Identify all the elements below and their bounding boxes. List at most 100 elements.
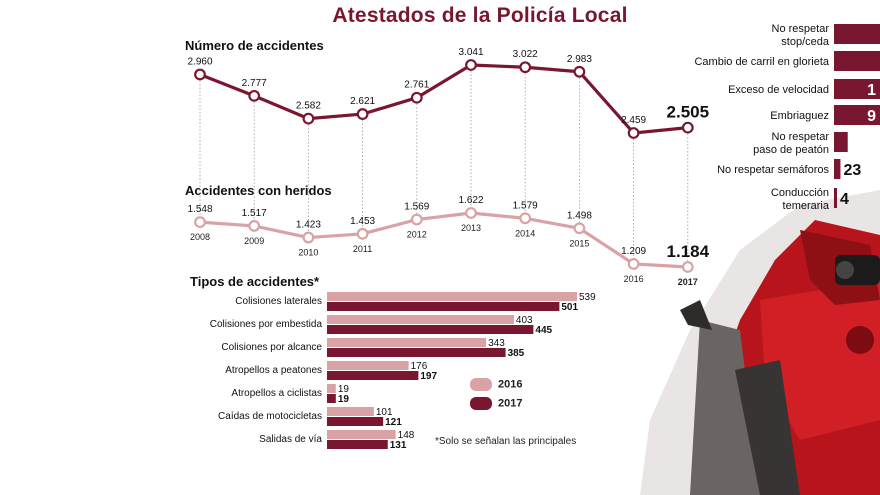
accidents-point-2016: [627, 127, 640, 139]
bar-value-2017-1: 445: [535, 325, 552, 336]
injuries-label-2015: 1.498: [567, 210, 592, 221]
cause-value-5: 23: [843, 162, 861, 179]
bar-category-6: Salidas de vía: [259, 434, 322, 445]
injuries-label-2011: 1.453: [350, 216, 375, 227]
legend-label-2017: 2017: [498, 397, 523, 410]
accidents-label-2012: 2.761: [404, 80, 429, 91]
injuries-point-2009: [248, 220, 261, 232]
bar-category-3: Atropellos a peatones: [225, 365, 322, 376]
cause-bar-5: [834, 159, 841, 179]
bar-2016-4: [327, 384, 336, 393]
injuries-point-2011: [356, 227, 369, 240]
legend-2017: 2017: [470, 397, 522, 410]
legend-2016: 2016: [470, 378, 522, 391]
bar-2016-5: [327, 407, 374, 416]
accidents-point-2015: [573, 65, 586, 78]
bar-value-2016-2: 343: [488, 338, 505, 349]
crashed-car-illustration: [640, 190, 880, 495]
bar-value-2016-5: 101: [376, 407, 393, 418]
injuries-point-2014: [519, 212, 532, 225]
bar-category-0: Colisiones laterales: [235, 296, 322, 307]
cause-label-1: Cambio de carril en glorieta: [694, 56, 829, 68]
accidents-label-2008: 2.960: [187, 56, 212, 67]
injuries-label-2008: 1.548: [187, 204, 212, 215]
year-tick-2009: 2009: [244, 236, 264, 246]
year-tick-2013: 2013: [461, 223, 481, 233]
bar-2017-3: [327, 371, 419, 380]
accidents-label-2016: 2.459: [621, 115, 646, 126]
injuries-series-line: [199, 211, 688, 269]
year-tick-2012: 2012: [407, 230, 427, 240]
types-chart-title: Tipos de accidentes*: [190, 274, 320, 289]
accidents-point-2011: [356, 108, 369, 120]
cause-label-line: No respetar: [772, 23, 830, 35]
injuries-label-2009: 1.517: [242, 208, 267, 219]
cause-label-5: No respetar semáforos: [717, 164, 829, 176]
bar-2017-2: [327, 348, 506, 357]
cause-label-line: No respetar semáforos: [717, 164, 829, 176]
injury-chart-title: Accidentes con heridos: [185, 183, 332, 198]
bar-2016-6: [327, 430, 396, 439]
cause-label-line: stop/ceda: [781, 36, 830, 48]
year-tick-2016: 2016: [624, 274, 644, 284]
accidents-point-2017: [681, 121, 694, 134]
bar-value-2017-5: 121: [385, 417, 402, 428]
accidents-series-line: [199, 63, 688, 135]
injuries-point-2012: [410, 213, 423, 226]
bar-value-2017-6: 131: [390, 440, 407, 451]
accidents-point-2008: [194, 68, 206, 81]
bar-value-2016-6: 148: [398, 430, 415, 441]
accidents-point-2010: [302, 112, 315, 125]
injuries-label-2013: 1.622: [458, 195, 483, 206]
injuries-label-2012: 1.569: [404, 202, 429, 213]
accidents-label-2017: 2.505: [667, 103, 710, 122]
bar-value-2017-2: 385: [508, 348, 525, 359]
year-tick-2017: 2017: [678, 277, 698, 287]
injuries-label-2016: 1.209: [621, 246, 646, 257]
year-tick-2014: 2014: [515, 228, 535, 238]
bar-2017-5: [327, 417, 384, 426]
cause-label-4: No respetar paso de peatón: [753, 131, 829, 156]
bar-value-2016-3: 176: [411, 361, 428, 372]
cause-label-line: Conducción: [771, 187, 829, 199]
cause-label-6: Conducción temeraria: [771, 187, 830, 212]
injuries-label-2017: 1.184: [667, 242, 710, 261]
cause-label-line: Embriaguez: [770, 110, 829, 122]
cause-label-2: Exceso de velocidad: [728, 84, 829, 96]
accidents-label-2010: 2.582: [296, 101, 321, 112]
accidents-chart-title: Número de accidentes: [185, 38, 324, 53]
accidents-point-2012: [410, 91, 423, 104]
accidents-point-2009: [248, 89, 261, 102]
cause-label-line: Exceso de velocidad: [728, 84, 829, 96]
cause-bar-4: [834, 132, 848, 152]
accidents-point-2013: [465, 59, 477, 71]
accidents-label-2014: 3.022: [513, 49, 538, 60]
bar-2016-1: [327, 315, 514, 324]
bar-category-1: Colisiones por embestida: [210, 319, 323, 330]
cause-value-3: 9: [867, 108, 876, 125]
accidents-label-2011: 2.621: [350, 96, 375, 107]
accidents-label-2013: 3.041: [458, 47, 483, 58]
cause-value-2: 1: [867, 82, 876, 99]
bar-2017-1: [327, 325, 534, 334]
injuries-point-2017: [681, 261, 694, 273]
bar-2017-4: [327, 394, 336, 403]
year-tick-2010: 2010: [298, 248, 318, 258]
footnote: *Solo se señalan las principales: [435, 436, 577, 447]
year-tick-2011: 2011: [353, 244, 372, 254]
legend-label-2016: 2016: [498, 378, 523, 391]
injuries-point-2008: [194, 216, 206, 229]
bar-value-2017-4: 19: [338, 394, 350, 405]
year-tick-2008: 2008: [190, 232, 210, 242]
bar-2017-6: [327, 440, 388, 449]
bar-value-2016-4: 19: [338, 384, 350, 395]
cause-label-line: No respetar: [772, 131, 830, 143]
cause-label-line: paso de peatón: [753, 144, 829, 156]
injuries-point-2010: [302, 231, 315, 244]
cause-label-0: No respetar stop/ceda: [772, 23, 830, 48]
cause-value-6: 4: [840, 191, 849, 208]
bar-category-5: Caídas de motocicletas: [218, 411, 322, 422]
cause-label-line: temeraria: [783, 200, 830, 212]
